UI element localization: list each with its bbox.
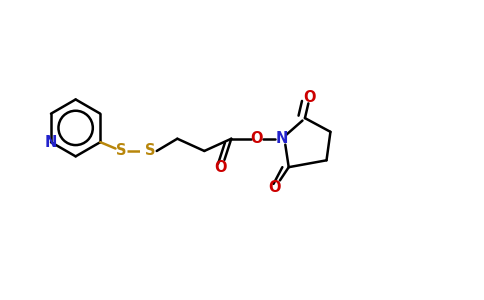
Text: N: N [45,135,57,150]
Text: O: O [303,90,316,105]
Text: N: N [275,131,287,146]
Text: S: S [145,143,155,158]
Text: O: O [269,180,281,195]
Text: O: O [251,131,263,146]
Text: S: S [116,143,126,158]
Text: O: O [214,160,227,175]
